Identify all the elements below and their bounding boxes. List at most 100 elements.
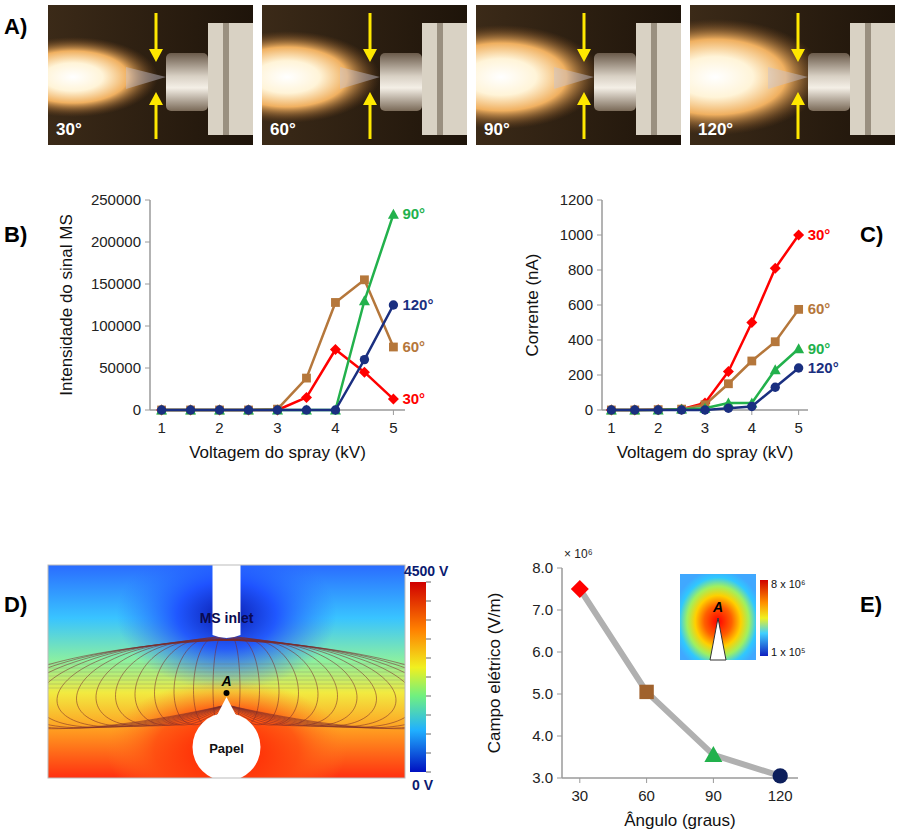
series-label: 60° [402,338,425,355]
y-axis [561,568,563,778]
plot-area [156,209,399,416]
photo [690,5,895,145]
colorbar-label: 4500 V [404,563,449,579]
x-tick-label: 90 [705,787,722,804]
arrow-head [149,92,163,105]
x-axis-title: Ângulo (graus) [624,811,736,830]
colorbar [410,582,426,772]
marker [724,404,733,413]
inset-colorbar [760,580,768,656]
marker [723,366,734,377]
inlet-body [208,23,253,135]
arrow-head [791,49,805,62]
y-tick [597,305,602,306]
y-tick-label: 0 [585,401,593,418]
y-tick [597,270,602,271]
spray-glow [262,31,380,123]
marker [639,685,653,699]
marker [331,405,340,414]
arrow-head [577,49,591,62]
paper-field [107,680,347,778]
spray-cone [340,67,380,89]
inset [680,574,768,660]
y-tick [145,368,150,369]
x-tick-label: 5 [389,419,397,436]
paper [193,713,261,778]
marker [302,405,311,414]
marker [724,379,733,388]
marker [747,402,756,411]
x-tick [713,778,714,783]
marker [677,405,686,414]
y-tick-label: 100000 [91,317,141,334]
x-tick-label: 2 [654,419,662,436]
map-frame [48,565,405,778]
arrow-head [363,49,377,62]
field-line [227,638,299,725]
series-line [611,368,798,410]
arrow [155,13,158,51]
y-tick [557,694,562,695]
marker [606,405,617,415]
colorbar-label: 8 x 10⁶ [771,578,806,590]
x-tick-label: 1 [607,419,615,436]
y-tick-label: 4.0 [532,727,553,744]
marker [771,337,780,346]
series-label: 30° [808,226,831,243]
marker [607,406,616,415]
marker [214,405,225,415]
x-axis-title: Voltagem do spray (kV) [617,443,794,462]
y-tick-label: 1000 [560,226,593,243]
series-label: 90° [808,340,831,357]
marker [629,405,640,415]
series-line [162,214,394,410]
marker [214,405,225,416]
series-label: 60° [808,300,831,317]
field-line [227,639,338,726]
colorbar-tick [426,753,431,754]
spray-glow [690,19,824,135]
y-tick-label: 400 [568,331,593,348]
x-axis [562,777,798,779]
panel-letter: B) [4,222,27,247]
inlet-body [636,23,681,135]
marker [301,405,312,415]
marker [272,405,283,415]
marker [272,405,283,416]
arrow [583,13,586,51]
arrow [583,103,586,139]
series-line [162,305,394,410]
marker [389,343,398,352]
marker [794,305,803,314]
field-line [155,638,227,725]
marker [243,405,254,416]
colorbar-label: 1 x 10⁵ [771,646,806,658]
y-tick-label: 200 [568,366,593,383]
marker [654,405,663,414]
inlet-body [850,23,895,135]
arrow-head [577,92,591,105]
arrow [797,13,800,51]
inlet-edge [223,23,229,135]
field-line [57,640,227,727]
series-line [611,309,798,410]
y-tick-label: 8.0 [532,559,553,576]
marker [388,394,399,405]
photo [262,5,467,145]
marker [653,405,664,415]
x-tick-label: 4 [748,419,756,436]
panel-letter: C) [860,222,883,247]
marker [330,344,341,355]
colorbar-tick [426,715,431,716]
y-axis-title: Campo elétrico (V/m) [485,593,504,754]
field-line [116,639,227,726]
ms-inlet [213,565,241,638]
y-tick [557,736,562,737]
marker [360,275,369,284]
y-tick [597,410,602,411]
marker [794,363,803,372]
y-tick [145,410,150,411]
marker [389,300,398,309]
photo [476,5,681,145]
x-tick-label: 5 [794,419,802,436]
